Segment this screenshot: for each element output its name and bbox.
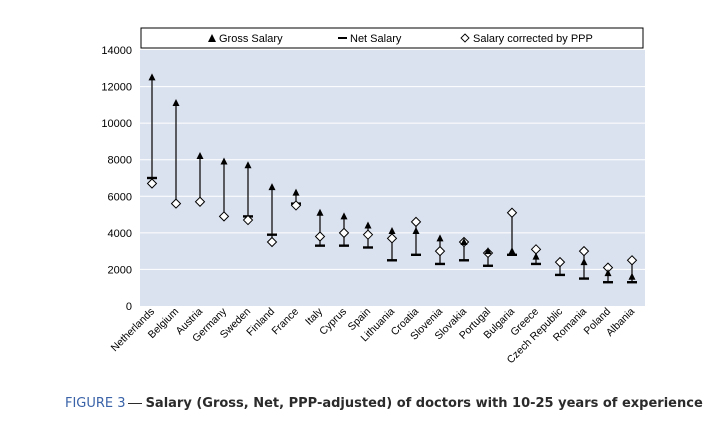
gross-salary-marker	[268, 183, 276, 191]
gross-salary-marker	[172, 99, 180, 107]
legend-triangle-icon	[208, 34, 216, 42]
legend-box	[140, 27, 644, 49]
net-salary-marker	[387, 259, 397, 262]
net-salary-marker	[579, 277, 589, 280]
x-tick-label: France	[270, 306, 302, 338]
legend-gross-label: Gross Salary	[219, 33, 283, 45]
gross-salary-marker	[220, 157, 228, 165]
ppp-salary-marker	[626, 255, 638, 266]
gross-salary-marker	[532, 252, 540, 260]
net-salary-marker	[531, 262, 541, 266]
gross-salary-marker	[196, 152, 204, 160]
ppp-salary-marker	[266, 236, 278, 248]
gross-salary-marker	[148, 73, 156, 81]
ppp-salary-marker	[194, 196, 206, 207]
plot-area	[140, 50, 645, 306]
ppp-salary-marker	[242, 214, 254, 226]
gross-salary-marker	[628, 272, 636, 280]
gross-salary-marker	[244, 161, 252, 169]
ppp-salary-marker	[434, 245, 446, 257]
figure-label: FIGURE 3	[65, 396, 126, 411]
y-tick-label: 10000	[101, 118, 132, 130]
y-tick-label: 14000	[101, 45, 132, 57]
legend-diamond-icon	[460, 33, 470, 43]
ppp-salary-marker	[410, 216, 422, 228]
gross-salary-marker	[292, 188, 300, 196]
net-salary-marker	[459, 259, 469, 262]
y-tick-label: 6000	[108, 191, 132, 203]
x-axis: NetherlandsBelgiumAustriaGermanySwedenFi…	[109, 305, 638, 366]
net-salary-marker	[339, 244, 349, 247]
net-salary-marker	[555, 273, 565, 277]
net-salary-marker	[435, 262, 445, 266]
legend-dash-icon	[338, 37, 347, 39]
gross-salary-marker	[364, 221, 372, 229]
net-salary-marker	[147, 176, 157, 180]
net-salary-marker	[507, 253, 517, 256]
y-tick-label: 2000	[108, 264, 132, 276]
ppp-salary-marker	[314, 231, 326, 242]
ppp-salary-marker	[506, 207, 518, 218]
ppp-salary-marker	[578, 245, 590, 257]
legend: Gross Salary Net Salary Salary corrected…	[140, 27, 644, 49]
gross-salary-marker	[604, 269, 612, 277]
ppp-salary-marker	[338, 227, 350, 239]
ppp-salary-marker	[362, 229, 374, 240]
figure-title: Salary (Gross, Net, PPP-adjusted) of doc…	[145, 396, 703, 411]
ppp-salary-marker	[290, 200, 302, 211]
gross-salary-marker	[340, 212, 348, 220]
ppp-salary-marker	[218, 211, 230, 222]
y-tick-label: 12000	[101, 82, 132, 94]
y-tick-label: 8000	[108, 155, 132, 167]
net-salary-marker	[315, 244, 325, 247]
gross-salary-marker	[412, 227, 420, 235]
gross-salary-marker	[460, 238, 468, 245]
net-salary-marker	[483, 264, 493, 267]
legend-net-label: Net Salary	[350, 33, 402, 45]
ppp-salary-marker	[170, 198, 182, 209]
gross-salary-marker	[580, 258, 588, 266]
net-salary-marker	[627, 281, 637, 284]
gross-salary-marker	[316, 208, 324, 216]
ppp-salary-marker	[554, 256, 566, 268]
legend-ppp-label: Salary corrected by PPP	[473, 33, 593, 45]
ppp-salary-marker	[386, 233, 398, 244]
net-salary-marker	[411, 253, 421, 256]
caption-dash	[127, 402, 142, 405]
gross-salary-marker	[484, 247, 492, 255]
gross-salary-marker	[388, 227, 396, 235]
net-salary-marker	[603, 281, 613, 284]
y-tick-label: 4000	[108, 228, 132, 240]
y-axis: 0 2000 4000 6000 8000 10000 12000 14000	[101, 45, 132, 313]
net-salary-marker	[363, 246, 373, 249]
markers	[146, 73, 638, 284]
x-tick-label: Cyprus	[317, 306, 349, 338]
net-salary-marker	[267, 233, 277, 236]
ppp-salary-marker	[146, 178, 158, 189]
y-tick-label: 0	[126, 301, 132, 313]
gross-salary-marker	[436, 234, 444, 242]
figure-caption: FIGURE 3 Salary (Gross, Net, PPP-adjusted…	[65, 396, 705, 411]
gross-salary-marker	[508, 247, 516, 255]
